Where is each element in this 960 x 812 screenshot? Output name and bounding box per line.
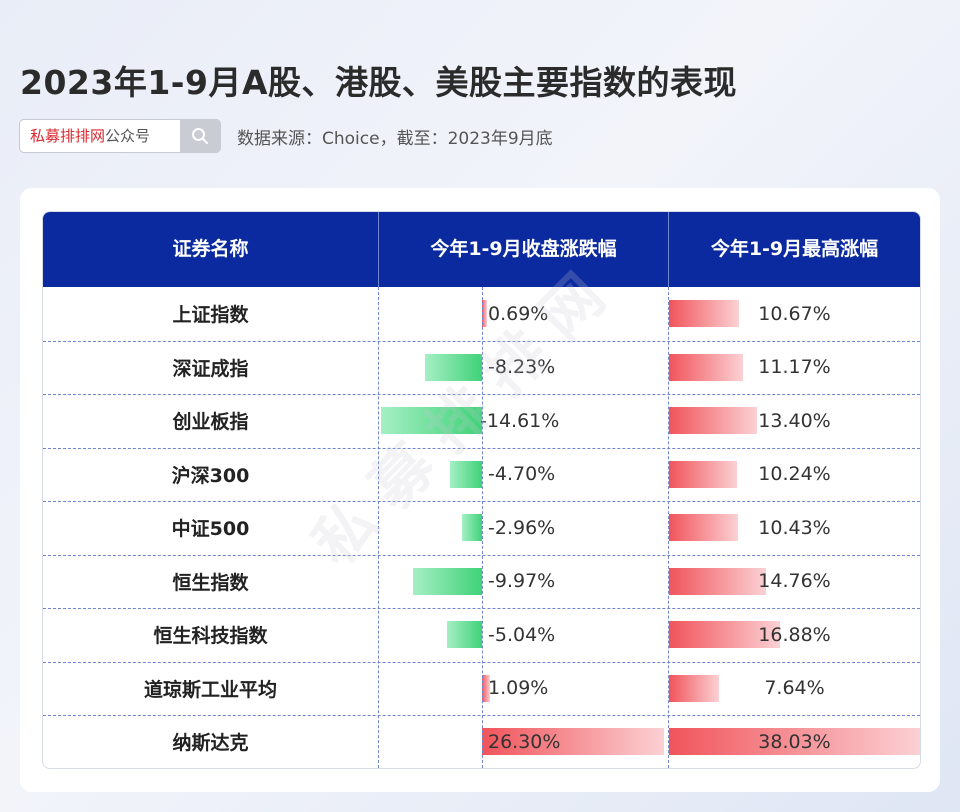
header-name: 证券名称 [172, 238, 249, 260]
column-divider [668, 287, 669, 768]
max-gain-value: 14.76% [758, 570, 831, 593]
close-change-bar [449, 460, 482, 488]
close-change-value: 26.30% [488, 730, 561, 753]
table-row: 恒生科技指数 -5.04% 16.88% [43, 608, 920, 663]
max-gain-value: 13.40% [758, 409, 831, 432]
header-divider [668, 212, 669, 287]
close-change-value: 0.69% [488, 302, 549, 325]
search-button[interactable] [180, 120, 220, 152]
column-divider [378, 287, 379, 768]
index-name: 创业板指 [172, 411, 249, 434]
max-gain-bar [669, 300, 740, 327]
search-icon [192, 128, 208, 144]
max-gain-value: 10.43% [758, 516, 831, 539]
close-change-bar [425, 353, 482, 381]
index-name: 深证成指 [172, 357, 249, 380]
max-gain-value: 16.88% [758, 623, 831, 646]
close-change-value: -14.61% [480, 409, 560, 432]
max-gain-bar [669, 674, 720, 702]
max-gain-bar [669, 407, 758, 434]
close-change-bar [482, 728, 664, 755]
index-name: 沪深300 [171, 464, 250, 487]
max-gain-bar [669, 567, 767, 595]
search-box[interactable]: 私募排排网公众号 [19, 119, 221, 153]
max-gain-value: 7.64% [764, 677, 825, 700]
table-row: 深证成指 -8.23% 11.17% [43, 341, 920, 395]
index-name: 纳斯达克 [172, 732, 249, 755]
index-name: 恒生科技指数 [153, 625, 268, 648]
close-change-bar [482, 674, 490, 702]
max-gain-bar [669, 514, 738, 541]
index-name: 中证500 [171, 518, 250, 541]
header-max-gain: 今年1-9月最高涨幅 [710, 238, 879, 260]
search-brand: 私募排排网 [30, 127, 106, 145]
search-suffix: 公众号 [105, 127, 151, 145]
index-name: 道琼斯工业平均 [143, 678, 277, 701]
close-change-bar [482, 300, 487, 327]
close-change-value: -5.04% [488, 623, 556, 646]
max-gain-value: 11.17% [758, 356, 831, 379]
source-note: 数据来源：Choice，截至：2023年9月底 [237, 129, 553, 149]
close-change-bar [447, 621, 482, 648]
close-change-bar [413, 567, 482, 595]
close-change-value: -2.96% [488, 516, 556, 539]
max-gain-bar [669, 621, 781, 648]
max-gain-bar [669, 353, 743, 381]
close-change-bar [381, 407, 482, 434]
close-change-value: -8.23% [488, 356, 556, 379]
page-title: 2023年1-9月A股、港股、美股主要指数的表现 [20, 63, 738, 102]
table-row: 中证500 -2.96% 10.43% [43, 501, 920, 556]
max-gain-bar [669, 728, 920, 755]
close-change-value: 1.09% [488, 677, 549, 700]
table-header: 证券名称 今年1-9月收盘涨跌幅 今年1-9月最高涨幅 [43, 212, 920, 287]
index-name: 恒生指数 [172, 571, 249, 594]
table-row: 上证指数 0.69% 10.67% [43, 287, 920, 342]
table-row: 纳斯达克 26.30% 38.03% [43, 715, 920, 768]
close-change-value: -9.97% [488, 570, 556, 593]
max-gain-value: 10.67% [758, 302, 831, 325]
index-table: 证券名称 今年1-9月收盘涨跌幅 今年1-9月最高涨幅 上证指数 0.69% 10.… [42, 211, 921, 769]
search-label: 私募排排网公众号 [30, 120, 150, 152]
zero-axis-line [482, 287, 483, 768]
header-divider [378, 212, 379, 287]
table-row: 道琼斯工业平均 1.09% 7.64% [43, 662, 920, 716]
header-close-change: 今年1-9月收盘涨跌幅 [430, 238, 617, 260]
table-row: 沪深300 -4.70% 10.24% [43, 448, 920, 502]
close-change-bar [461, 514, 482, 541]
max-gain-value: 38.03% [758, 730, 831, 753]
max-gain-bar [669, 460, 737, 488]
max-gain-value: 10.24% [758, 463, 831, 486]
close-change-value: -4.70% [488, 463, 556, 486]
table-row: 恒生指数 -9.97% 14.76% [43, 555, 920, 609]
index-name: 上证指数 [172, 304, 249, 327]
table-row: 创业板指 -14.61% 13.40% [43, 394, 920, 449]
